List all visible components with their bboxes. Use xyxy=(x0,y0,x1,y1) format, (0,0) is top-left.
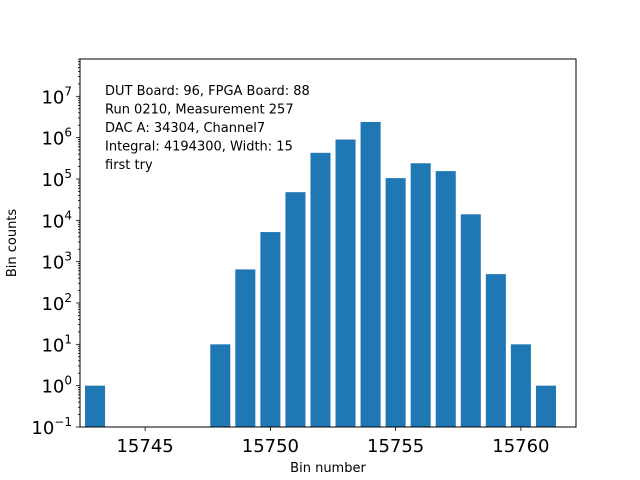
bar xyxy=(410,163,431,427)
x-tick-label: 15745 xyxy=(116,436,173,457)
y-tick-label: 106 xyxy=(41,126,72,150)
annotation-line: Integral: 4194300, Width: 15 xyxy=(105,140,293,155)
y-axis-ticks: 10−1 100 101 102 103 104 105 106 107 xyxy=(31,58,80,439)
bar xyxy=(485,274,506,427)
annotation-line: Run 0210, Measurement 257 xyxy=(105,103,294,118)
y-axis-label: Bin counts xyxy=(5,209,20,278)
y-tick-label: 105 xyxy=(41,167,72,191)
plot-frame xyxy=(79,58,577,428)
annotation-line: DAC A: 34304, Channel7 xyxy=(105,121,265,136)
bar xyxy=(535,385,556,427)
bar xyxy=(235,269,256,427)
bar xyxy=(85,385,106,427)
bar xyxy=(385,178,406,427)
x-tick-label: 15755 xyxy=(367,436,424,457)
bar xyxy=(260,232,281,427)
y-tick-label: 101 xyxy=(41,332,72,356)
bar xyxy=(210,344,231,427)
x-axis-ticks: 15745 15750 15755 15760 xyxy=(116,427,550,457)
bar xyxy=(360,121,381,427)
y-tick-label: 10−1 xyxy=(31,415,72,439)
x-axis-label: Bin number xyxy=(290,461,366,476)
y-tick-label: 107 xyxy=(41,84,72,108)
y-tick-label: 104 xyxy=(41,208,72,232)
bar xyxy=(335,139,356,427)
annotation-block: DUT Board: 96, FPGA Board: 88 Run 0210, … xyxy=(105,84,310,173)
bar xyxy=(285,192,306,427)
annotation-line: first try xyxy=(105,158,153,173)
x-tick-label: 15750 xyxy=(242,436,299,457)
bar xyxy=(310,152,331,428)
bars-group xyxy=(85,121,556,428)
annotation-line: DUT Board: 96, FPGA Board: 88 xyxy=(105,84,310,99)
x-tick-label: 15760 xyxy=(492,436,549,457)
y-tick-label: 100 xyxy=(41,374,72,398)
bar xyxy=(510,344,531,427)
bar xyxy=(460,214,481,427)
y-tick-label: 103 xyxy=(41,250,72,274)
bar xyxy=(435,171,456,427)
y-tick-label: 102 xyxy=(41,291,72,315)
